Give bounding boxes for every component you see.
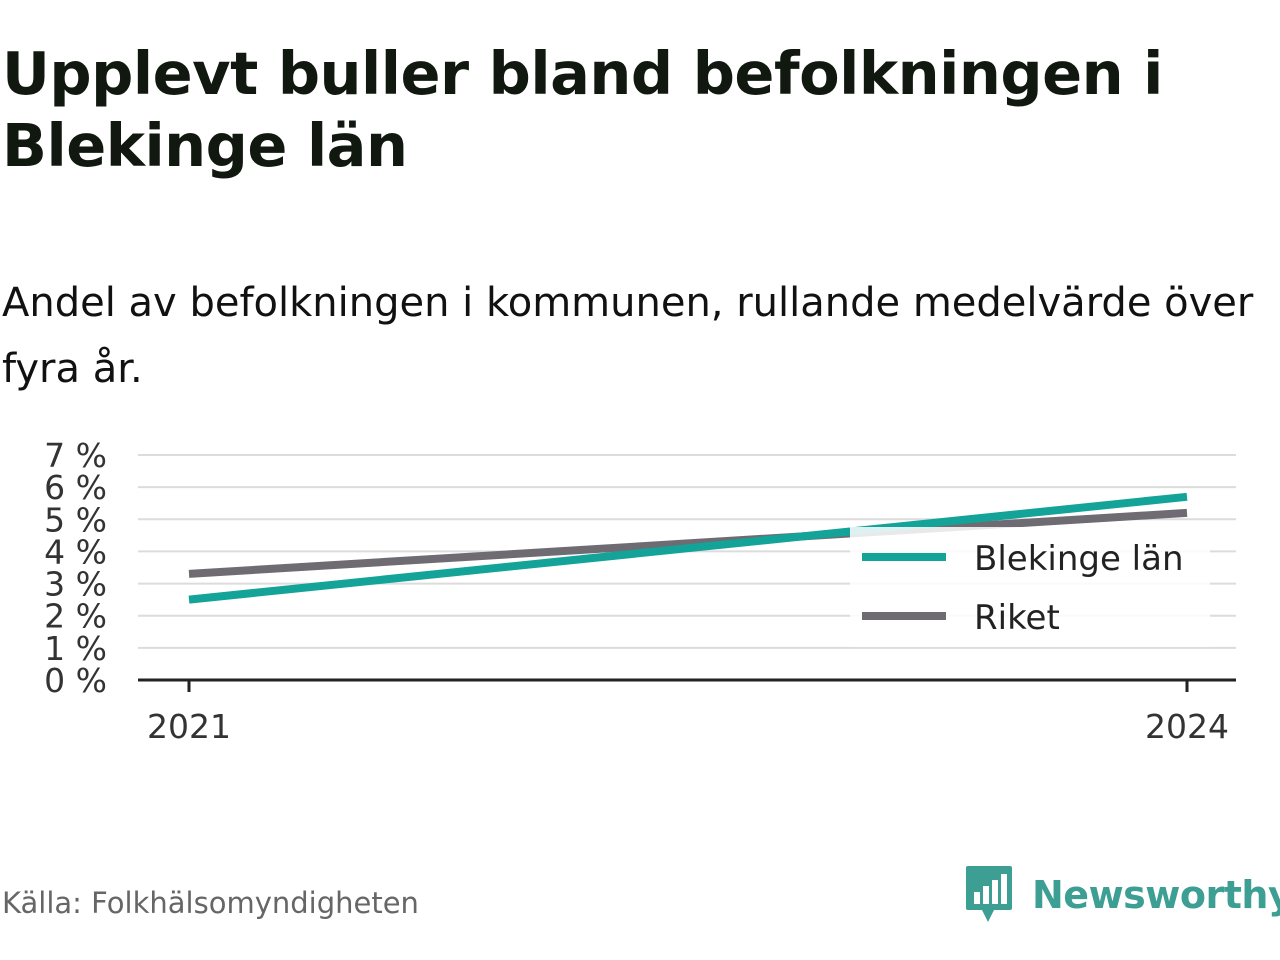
x-tick-label: 2021 [147, 707, 231, 746]
series-line-riket [188, 508, 1188, 578]
y-tick-label: 6 % [44, 468, 107, 507]
series-lines [188, 492, 1188, 604]
y-tick-label: 5 % [44, 500, 107, 539]
legend-label-riket: Riket [974, 598, 1060, 638]
line-chart: 0 %1 %2 %3 %4 %5 %6 %7 % 2021 2024 Blekin… [44, 436, 1236, 746]
bar-chart-speech-bubble-icon [966, 866, 1012, 922]
legend-label-blekinge: Blekinge län [974, 539, 1184, 579]
source-credit: Källa: Folkhälsomyndigheten [2, 886, 419, 920]
page-title: Upplevt buller bland befolkningen i Blek… [2, 39, 1163, 180]
y-tick-label: 7 % [44, 436, 107, 475]
x-tick-label: 2024 [1145, 707, 1229, 746]
x-axis: 2021 2024 [138, 678, 1236, 746]
y-tick-label: 3 % [44, 565, 107, 604]
y-axis-tick-labels: 0 %1 %2 %3 %4 %5 %6 %7 % [44, 436, 107, 700]
y-tick-label: 1 % [44, 629, 107, 668]
y-tick-label: 4 % [44, 532, 107, 571]
brand-logo: Newsworthy [964, 864, 1280, 926]
series-line-blekinge [188, 492, 1188, 604]
chart-subtitle: Andel av befolkningen i kommunen, rullan… [2, 280, 1254, 392]
y-tick-label: 2 % [44, 597, 107, 636]
brand-name: Newsworthy [1032, 873, 1280, 917]
legend-background [850, 527, 1210, 647]
legend: Blekinge län Riket [850, 527, 1210, 647]
y-tick-label: 0 % [44, 661, 107, 700]
